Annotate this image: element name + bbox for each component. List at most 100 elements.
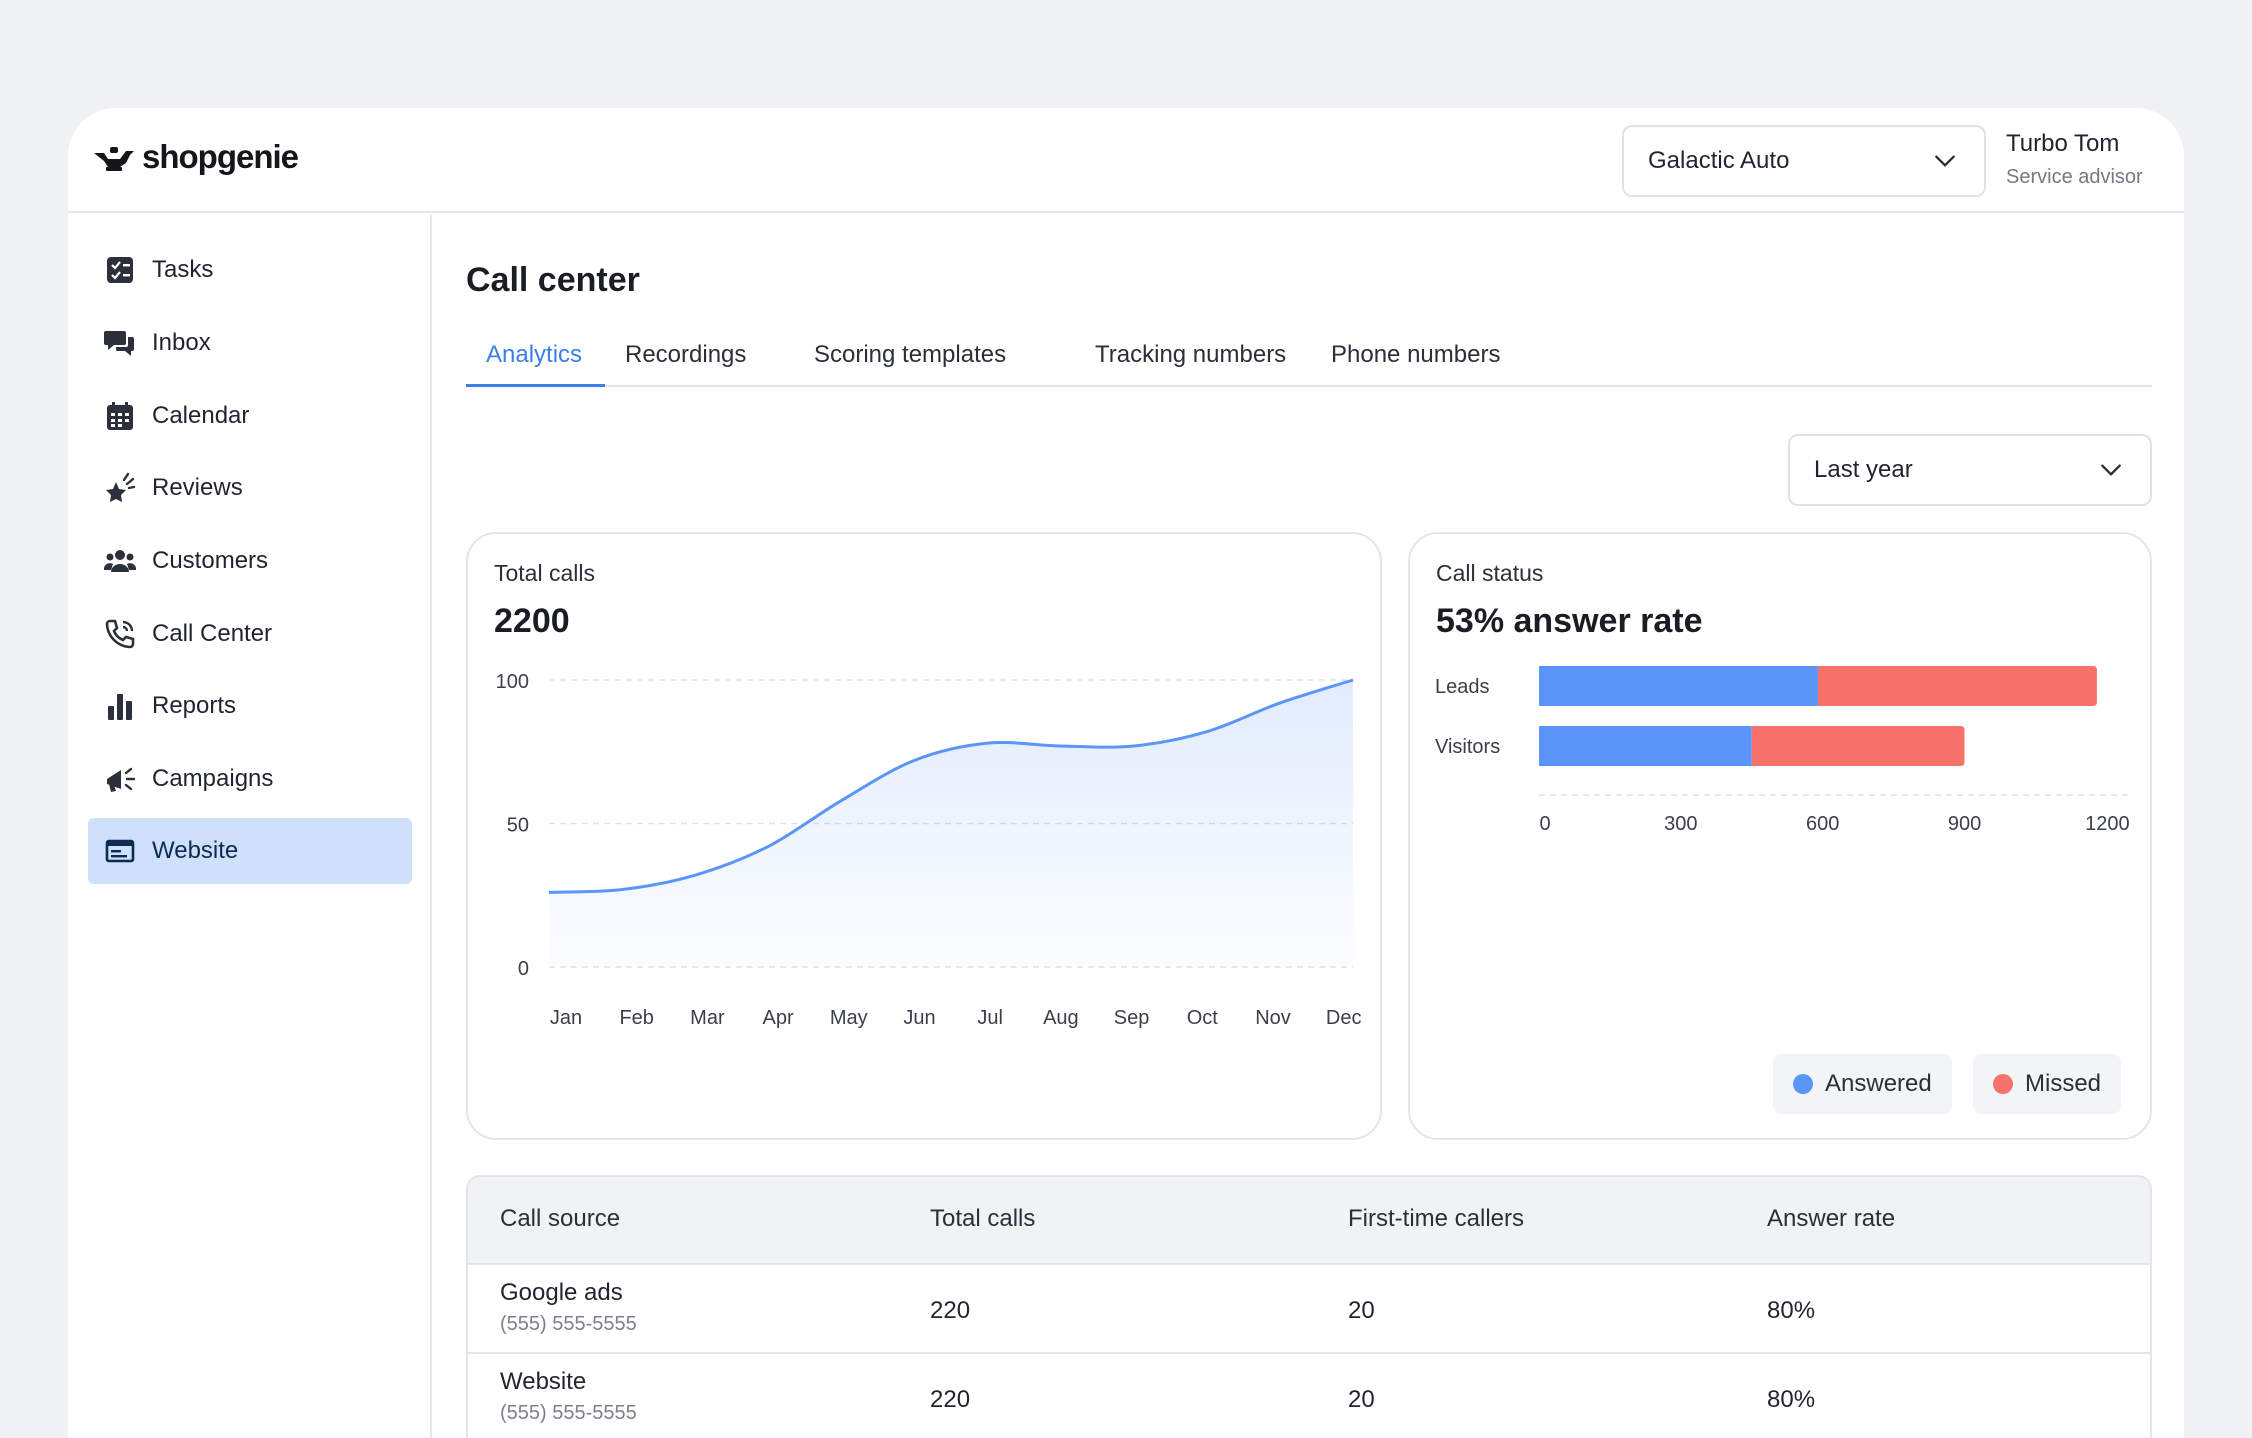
sidebar-item-inbox[interactable]: Inbox: [88, 310, 412, 376]
tab-phone-numbers[interactable]: Phone numbers: [1331, 341, 1501, 368]
y-tick-label: 50: [507, 815, 529, 837]
sidebar-item-campaigns[interactable]: Campaigns: [88, 746, 412, 812]
answered-dot-icon: [1793, 1074, 1813, 1094]
column-header[interactable]: Total calls: [930, 1205, 1036, 1232]
total-calls-chart: 100 50 0 Jan Feb Mar Apr May Jun Jul Aug Sep Oct Nov D…: [496, 671, 1362, 1029]
chevron-down-icon: [1935, 155, 1955, 167]
phone-icon: [105, 619, 135, 649]
sidebar-item-call-center[interactable]: Call Center: [88, 601, 412, 667]
card-label: Total calls: [494, 560, 595, 586]
user-profile[interactable]: Turbo Tom Service advisor: [2006, 130, 2143, 189]
source-phone: (555) 555-5555: [500, 1402, 637, 1424]
missed-dot-icon: [1993, 1074, 2013, 1094]
tab-scoring-templates[interactable]: Scoring templates: [814, 341, 1007, 368]
x-tick-label: May: [830, 1007, 868, 1029]
bar-segment-missed: [1817, 666, 2097, 706]
x-tick-label: Jun: [903, 1007, 935, 1029]
total-calls-cell: 220: [930, 1386, 971, 1413]
source-phone: (555) 555-5555: [500, 1313, 637, 1335]
x-tick-label: Jul: [977, 1007, 1003, 1029]
category-label: Visitors: [1435, 736, 1500, 758]
x-tick-label: 300: [1664, 813, 1697, 835]
column-header[interactable]: Answer rate: [1767, 1205, 1896, 1232]
bar-segment-answered: [1539, 726, 1752, 766]
answer-rate-value: 53% answer rate: [1436, 602, 1703, 640]
first-time-callers-cell: 20: [1348, 1297, 1375, 1324]
sidebar-item-calendar[interactable]: Calendar: [88, 383, 412, 449]
area-fill: [549, 680, 1353, 967]
top-bar: shopgenie Galactic Auto Turbo Tom Servic…: [68, 108, 2184, 213]
category-label: Leads: [1435, 676, 1490, 698]
tab-bar: Analytics Recordings Scoring templates T…: [466, 333, 2152, 387]
x-tick-label: Nov: [1255, 1007, 1291, 1029]
sidebar-item-reviews[interactable]: Reviews: [88, 455, 412, 521]
tab-tracking-numbers[interactable]: Tracking numbers: [1095, 341, 1287, 368]
bar-segment-answered: [1539, 666, 1818, 706]
total-calls-cell: 220: [930, 1297, 971, 1324]
sidebar-item-tasks[interactable]: Tasks: [88, 237, 412, 303]
sidebar-item-label: Reviews: [152, 474, 243, 501]
x-tick-label: 1200: [2085, 813, 2130, 835]
first-time-callers-cell: 20: [1348, 1386, 1375, 1413]
x-tick-label: Feb: [619, 1007, 653, 1029]
reviews-icon: [106, 472, 136, 502]
call-status-card: Call status 53% answer rate Leads Visitor…: [1408, 532, 2152, 1140]
legend-missed[interactable]: Missed: [1973, 1054, 2122, 1114]
legend-label: Missed: [2025, 1070, 2102, 1097]
logo-text: shopgenie: [142, 138, 299, 175]
shop-select[interactable]: Galactic Auto: [1622, 125, 1986, 197]
app-window: shopgenie Galactic Auto Turbo Tom Servic…: [68, 108, 2184, 1438]
user-name: Turbo Tom: [2006, 130, 2120, 157]
tab-recordings[interactable]: Recordings: [625, 341, 747, 368]
shop-select-value: Galactic Auto: [1648, 147, 1790, 174]
genie-lamp-icon: [94, 147, 134, 171]
inbox-icon: [104, 331, 134, 356]
column-header[interactable]: Call source: [500, 1205, 621, 1232]
sidebar-item-customers[interactable]: Customers: [88, 528, 412, 594]
legend-answered[interactable]: Answered: [1773, 1054, 1952, 1114]
answer-rate-cell: 80%: [1767, 1386, 1816, 1413]
x-tick-label: Oct: [1187, 1007, 1219, 1029]
x-tick-label: Jan: [550, 1007, 582, 1029]
logo[interactable]: shopgenie: [92, 138, 299, 176]
chevron-down-icon: [2101, 464, 2121, 476]
call-source-table: Call source Total calls First-time calle…: [466, 1175, 2152, 1438]
x-tick-label: Apr: [763, 1007, 794, 1029]
sidebar-item-website[interactable]: Website: [88, 818, 412, 884]
sidebar-item-label: Tasks: [152, 256, 214, 283]
card-label: Call status: [1436, 560, 1544, 586]
y-tick-label: 100: [496, 671, 529, 693]
period-select[interactable]: Last year: [1788, 434, 2152, 506]
x-tick-label: 0: [1539, 813, 1550, 835]
total-calls-card: Total calls 2200 100 50 0 Jan Feb Mar Apr May Ju…: [466, 532, 1382, 1140]
megaphone-icon: [107, 767, 136, 792]
sidebar-item-label: Website: [152, 837, 239, 864]
sidebar-item-reports[interactable]: Reports: [88, 673, 412, 739]
answer-rate-cell: 80%: [1767, 1297, 1816, 1324]
total-calls-value: 2200: [494, 602, 570, 640]
sidebar-item-label: Reports: [152, 692, 237, 719]
x-tick-label: Dec: [1326, 1007, 1362, 1029]
bar-segment-missed: [1751, 726, 1965, 766]
page-title: Call center: [466, 261, 640, 299]
column-header[interactable]: First-time callers: [1348, 1205, 1525, 1232]
table-row[interactable]: Google ads (555) 555-5555 220 20 80%: [468, 1265, 2150, 1354]
source-name: Google ads: [500, 1279, 623, 1306]
table-row[interactable]: Website (555) 555-5555 220 20 80%: [468, 1354, 2150, 1438]
main-content: Call center Analytics Recordings Scoring…: [466, 215, 2152, 1438]
sidebar-item-label: Customers: [152, 547, 269, 574]
sidebar-item-label: Inbox: [152, 329, 211, 356]
sidebar: Tasks Inbox Calendar Reviews Customers C…: [68, 215, 432, 1438]
call-status-chart: Leads Visitors 0 300 600 900 1200: [1435, 666, 2130, 835]
series-line: [548, 678, 1354, 894]
sidebar-item-label: Calendar: [152, 402, 250, 429]
table-header: Call source Total calls First-time calle…: [468, 1177, 2150, 1265]
x-tick-label: Aug: [1043, 1007, 1079, 1029]
user-role: Service advisor: [2006, 166, 2143, 188]
sidebar-item-label: Call Center: [152, 620, 273, 647]
tasks-icon: [107, 257, 133, 283]
website-icon: [105, 839, 135, 863]
x-tick-label: 600: [1806, 813, 1839, 835]
x-tick-label: Mar: [690, 1007, 725, 1029]
tab-analytics[interactable]: Analytics: [466, 333, 605, 387]
